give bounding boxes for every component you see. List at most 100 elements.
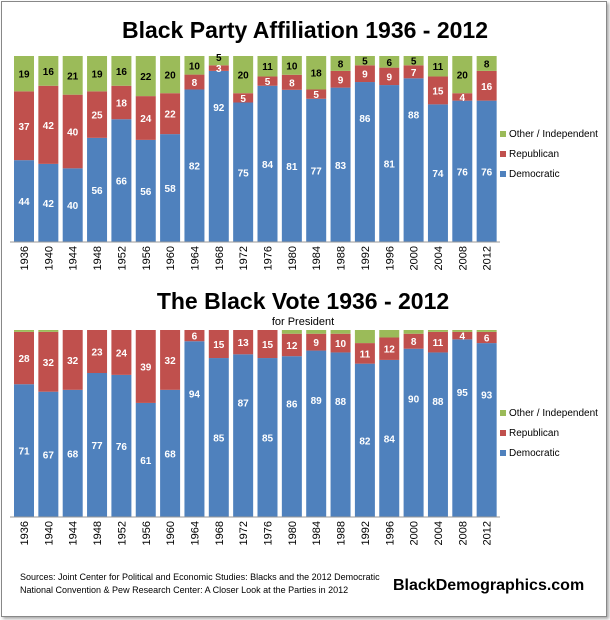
bar-democratic-2008	[452, 100, 473, 242]
bar-republican-1968	[208, 65, 229, 71]
bar-other-1988	[330, 330, 351, 334]
data-label-republican-1996: 9	[386, 72, 392, 83]
data-label-republican-2012: 16	[481, 82, 493, 93]
data-label-republican-1968: 15	[213, 340, 225, 351]
data-label-other-1960: 20	[165, 71, 177, 82]
bar-other-2012	[476, 56, 497, 71]
data-label-republican-2008: 4	[460, 332, 466, 343]
bar-other-1976	[257, 56, 278, 77]
bar-republican-1992	[354, 65, 375, 83]
bar-republican-1936	[14, 331, 34, 385]
bar-republican-1964	[184, 330, 205, 342]
data-label-other-1992: 5	[362, 57, 368, 68]
data-label-republican-1944: 32	[67, 356, 79, 367]
data-label-democratic-1948: 56	[91, 186, 103, 197]
bar-democratic-1964	[184, 341, 205, 517]
bar-republican-1968	[208, 330, 229, 359]
legend-swatch-republican	[500, 430, 506, 436]
bar-republican-2012	[476, 331, 497, 344]
bar-other-1936	[14, 56, 34, 92]
data-label-other-1956: 22	[140, 72, 152, 83]
year-tick-1992: 1992	[360, 521, 372, 545]
data-label-republican-1960: 32	[165, 356, 177, 367]
data-label-other-1964: 10	[189, 61, 201, 72]
legend-swatch-republican	[500, 151, 506, 157]
bar-democratic-1964	[184, 89, 205, 242]
data-label-democratic-1940: 67	[43, 450, 55, 461]
data-label-democratic-2008: 95	[457, 388, 469, 399]
year-tick-1952: 1952	[116, 521, 128, 545]
data-label-democratic-1956: 56	[140, 187, 152, 198]
bar-democratic-1972	[233, 102, 254, 242]
data-label-other-1976: 11	[262, 62, 273, 73]
data-label-democratic-1936: 71	[18, 447, 30, 458]
data-label-other-1984: 18	[311, 69, 323, 80]
data-label-democratic-1992: 86	[359, 114, 371, 125]
bar-other-2008	[452, 330, 473, 332]
bar-democratic-1948	[87, 373, 108, 517]
data-label-democratic-1980: 86	[286, 400, 298, 411]
data-label-republican-1992: 11	[360, 349, 371, 360]
year-tick-1956: 1956	[141, 521, 153, 545]
bar-republican-1956	[135, 330, 156, 403]
legend-swatch-other	[500, 410, 506, 416]
data-label-democratic-2000: 90	[408, 395, 420, 406]
chart-title-vote: The Black Vote 1936 - 2012	[157, 288, 449, 314]
bar-other-1992	[354, 56, 375, 66]
data-label-democratic-1956: 61	[140, 456, 152, 467]
bar-republican-2000	[403, 333, 424, 349]
data-label-republican-1940: 32	[43, 358, 55, 369]
year-tick-1992: 1992	[360, 246, 372, 270]
legend-label-democratic: Democratic	[509, 169, 560, 180]
data-label-republican-1940: 42	[43, 121, 55, 132]
bar-republican-1944	[62, 330, 83, 390]
data-label-democratic-1984: 77	[311, 166, 323, 177]
year-tick-1972: 1972	[238, 246, 250, 270]
bar-other-1948	[87, 56, 108, 92]
bar-democratic-2004	[427, 104, 448, 242]
bar-republican-1948	[87, 91, 108, 138]
year-tick-1980: 1980	[287, 246, 299, 270]
data-label-republican-2008: 4	[460, 93, 466, 104]
data-label-other-1988: 8	[338, 59, 344, 70]
data-label-democratic-1944: 40	[67, 201, 79, 212]
data-label-republican-1968: 3	[216, 64, 222, 75]
bar-republican-1996	[379, 337, 400, 360]
data-label-democratic-1936: 44	[18, 197, 30, 208]
data-label-republican-1976: 15	[262, 340, 274, 351]
bar-republican-1984	[306, 333, 327, 351]
year-tick-2008: 2008	[457, 521, 469, 545]
year-tick-2012: 2012	[482, 521, 494, 545]
bar-other-1972	[233, 56, 254, 94]
year-tick-1968: 1968	[214, 521, 226, 545]
bar-other-1940	[38, 330, 59, 332]
bar-republican-1976	[257, 330, 278, 359]
bar-democratic-1960	[160, 134, 181, 242]
data-label-republican-1984: 5	[313, 90, 319, 101]
year-tick-1944: 1944	[68, 521, 80, 545]
bar-democratic-1940	[38, 391, 59, 517]
year-tick-2004: 2004	[433, 246, 445, 270]
bar-other-1980	[281, 56, 302, 75]
legend-swatch-democratic	[500, 171, 506, 177]
bar-democratic-1992	[354, 363, 375, 517]
data-label-other-1936: 19	[18, 70, 30, 81]
bar-other-1960	[160, 56, 181, 94]
data-label-republican-1972: 13	[238, 338, 250, 349]
year-tick-1964: 1964	[189, 246, 201, 270]
bar-republican-1972	[233, 93, 254, 103]
bar-other-1988	[330, 56, 351, 71]
data-label-republican-1984: 9	[313, 338, 319, 349]
data-label-republican-1980: 8	[289, 78, 295, 89]
bar-other-2000	[403, 56, 424, 66]
data-label-republican-2004: 15	[432, 86, 444, 97]
bar-other-2004	[427, 56, 448, 77]
bar-republican-2004	[427, 331, 448, 353]
year-tick-1976: 1976	[263, 246, 275, 270]
legend-label-republican: Republican	[509, 428, 559, 439]
bar-other-1992	[354, 330, 375, 344]
bar-democratic-1952	[111, 374, 132, 517]
data-label-republican-1964: 6	[192, 332, 198, 343]
data-label-republican-1936: 28	[18, 354, 30, 365]
bar-republican-1980	[281, 333, 302, 357]
